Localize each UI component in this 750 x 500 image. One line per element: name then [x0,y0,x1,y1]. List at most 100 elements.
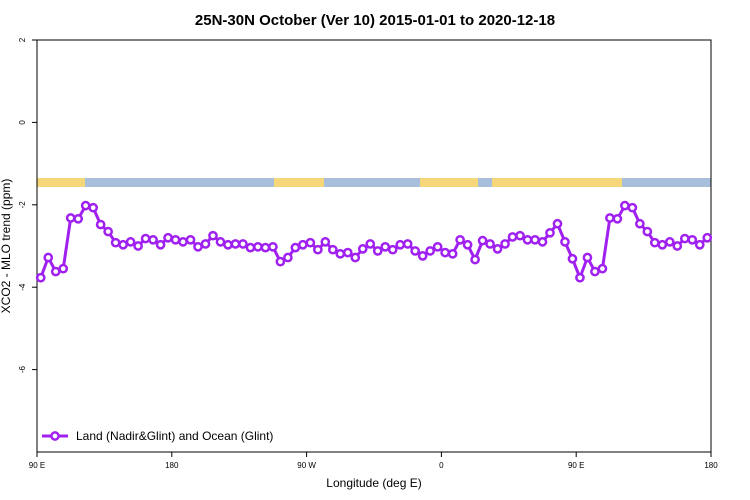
data-point [140,233,151,244]
data-point [327,244,338,255]
data-point [268,241,278,252]
data-point [537,237,548,247]
land-mask [37,178,711,187]
y-tick-label: -2 [18,201,27,209]
data-point [290,242,301,253]
data-point [380,241,391,252]
data-point [664,237,675,247]
data-point [470,254,480,265]
y-tick-label: -6 [18,365,27,373]
data-point [687,234,698,245]
x-tick-label: 180 [704,461,718,470]
y-tick-label: 0 [18,120,27,125]
data-point [560,237,570,247]
data-point [342,247,353,258]
data-point [223,239,233,250]
data-point [238,239,248,249]
data-point [649,237,660,248]
data-point [605,213,615,223]
data-point [387,244,398,255]
data-point [185,234,196,245]
data-point [58,263,69,274]
data-point [462,239,473,250]
data-point [65,213,76,223]
chart-title: 25N-30N October (Ver 10) 2015-01-01 to 2… [195,12,555,29]
data-point [545,227,555,238]
data-point [230,239,241,249]
x-tick-label: 90 E [29,461,45,470]
data-point [635,218,645,229]
data-point [335,248,346,259]
data-point [402,239,413,249]
data-point [447,248,458,259]
land-strip [492,178,622,187]
x-axis-label: Longitude (deg E) [326,476,421,490]
x-tick-label: 0 [439,461,444,470]
data-point [50,266,61,277]
data-point [170,234,181,245]
data-point [522,234,533,245]
data-point [133,241,143,251]
data-point [612,213,623,224]
data-point [455,234,465,245]
data-point [320,237,331,247]
data-point [365,239,376,249]
data-point [148,234,158,245]
data-point [245,242,256,253]
legend-marker [50,431,60,441]
data-point [642,226,653,237]
data-point [515,230,525,241]
data-point [155,239,166,250]
data-point [500,239,510,249]
y-axis-label: XCO2 - MLO trend (ppm) [0,179,13,314]
data-point [694,239,705,250]
data-point [110,237,121,248]
data-point [477,235,488,246]
ocean-strip [37,178,711,187]
data-point [43,252,54,263]
data-point [260,242,271,253]
data-point [305,237,316,248]
data-point [582,252,593,263]
data-point [200,239,211,249]
data-point [178,237,188,247]
data-point [73,213,84,224]
data-point [163,232,173,243]
data-point [283,252,293,263]
data-point [417,251,428,261]
data-point [492,244,503,254]
land-strip [274,178,324,187]
data-point [679,233,690,244]
data-point [485,239,495,249]
x-tick-label: 90 W [297,461,316,470]
data-point [507,232,518,242]
data-point [208,230,218,241]
data-point [372,246,383,256]
data-point [215,237,226,247]
data-point [193,241,203,252]
data-point [35,272,46,283]
legend-label: Land (Nadir&Glint) and Ocean (Glint) [76,429,273,443]
data-point [702,232,713,243]
data-point [410,246,421,256]
plot-frame [36,39,712,453]
data-point [395,239,406,250]
data-point [620,200,630,211]
x-tick-label: 180 [165,461,179,470]
data-point [567,253,578,264]
data-point [275,256,286,267]
data-point [312,244,323,255]
x-tick-label: 90 E [568,461,584,470]
land-strip [37,178,85,187]
y-tick-label: 2 [18,37,27,42]
data-point [95,219,106,230]
data-point [350,252,361,263]
data-point [530,234,540,245]
data-point [80,200,91,211]
data-point [125,237,136,247]
data-point [575,272,585,283]
data-point [103,226,113,237]
data-point [440,247,450,258]
y-tick-label: -4 [18,283,27,291]
